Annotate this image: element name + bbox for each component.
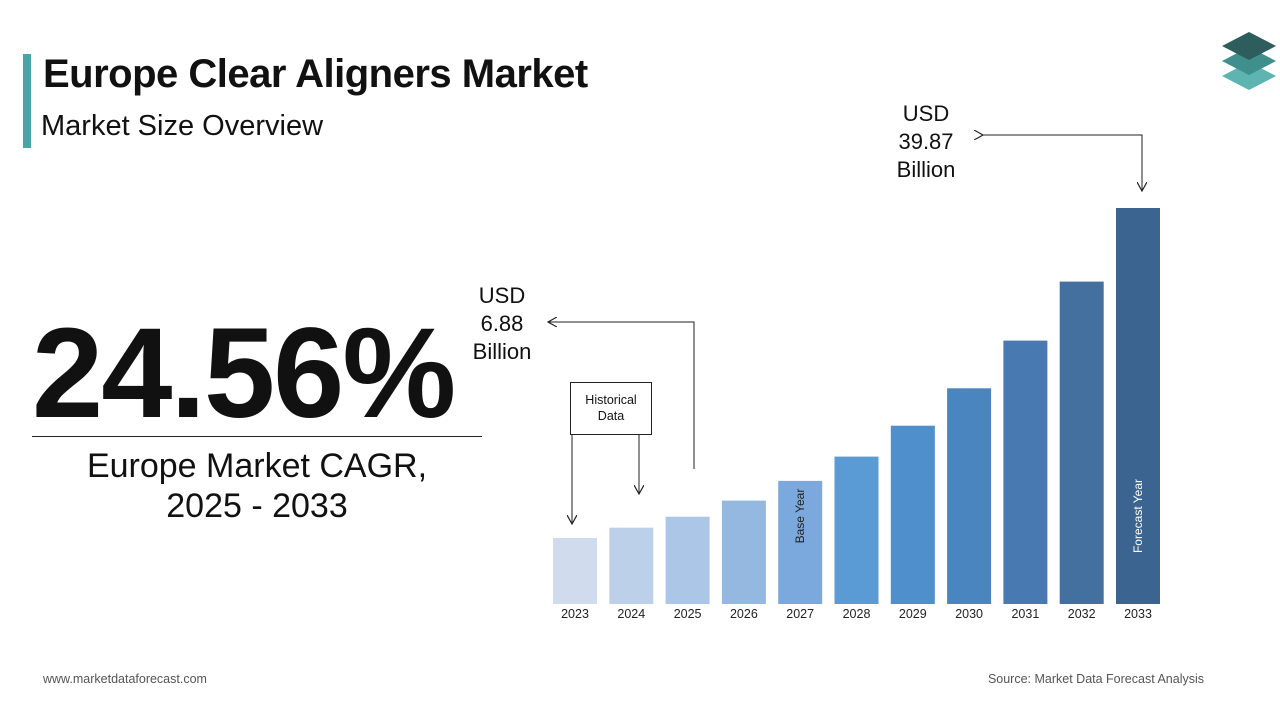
title-accent-bar	[23, 54, 31, 148]
x-tick-label-2024: 2024	[617, 607, 645, 621]
historical-box-line2: Data	[597, 408, 625, 423]
bar-2028	[834, 456, 879, 604]
start-value-annotation: USD 6.88 Billion	[462, 282, 542, 366]
cagr-divider	[32, 436, 482, 437]
bar-2026	[721, 500, 766, 604]
end-value-amount: 39.87	[898, 129, 954, 155]
historical-box-line1: Historical	[585, 392, 637, 407]
x-tick-label-2033: 2033	[1124, 607, 1152, 621]
start-value-currency: USD	[478, 283, 526, 308]
company-logo-icon	[1222, 32, 1276, 90]
bar-2023	[553, 538, 597, 604]
x-tick-label-2028: 2028	[843, 607, 871, 621]
bar-label-2033: Forecast Year	[1131, 479, 1145, 553]
start-value-amount: 6.88	[480, 311, 524, 337]
cagr-label: Europe Market CAGR, 2025 - 2033	[32, 446, 482, 526]
bar-2030	[947, 388, 992, 604]
cagr-label-line2: 2025 - 2033	[166, 487, 348, 526]
end-value-unit: Billion	[896, 157, 956, 183]
x-tick-label-2030: 2030	[955, 607, 983, 621]
x-tick-label-2025: 2025	[674, 607, 702, 621]
page-title: Europe Clear Aligners Market	[43, 52, 588, 96]
end-value-annotation: USD 39.87 Billion	[880, 100, 972, 184]
end-value-currency: USD	[902, 101, 950, 126]
bar-label-2027: Base Year	[793, 489, 807, 544]
bar-2024	[609, 527, 654, 604]
x-tick-label-2026: 2026	[730, 607, 758, 621]
bar-2032	[1059, 281, 1104, 604]
x-tick-label-2032: 2032	[1068, 607, 1096, 621]
start-value-unit: Billion	[472, 339, 532, 365]
bar-2033	[1116, 208, 1160, 604]
page-subtitle: Market Size Overview	[41, 110, 324, 142]
bar-2025	[665, 516, 710, 604]
bar-2031	[1003, 340, 1048, 604]
footer-source: Source: Market Data Forecast Analysis	[987, 672, 1204, 686]
x-tick-label-2027: 2027	[786, 607, 814, 621]
x-tick-label-2029: 2029	[899, 607, 927, 621]
footer-website: www.marketdataforecast.com	[43, 672, 207, 686]
end-value-arrow	[983, 135, 1142, 191]
historical-data-box: Historical Data	[570, 382, 652, 435]
bar-2029	[890, 425, 935, 604]
cagr-value: 24.56%	[32, 302, 456, 445]
cagr-label-line1: Europe Market CAGR,	[86, 447, 428, 485]
start-value-arrow	[548, 322, 695, 469]
x-tick-label-2031: 2031	[1011, 607, 1039, 621]
bar-2027	[778, 480, 823, 604]
x-tick-label-2023: 2023	[561, 607, 589, 621]
